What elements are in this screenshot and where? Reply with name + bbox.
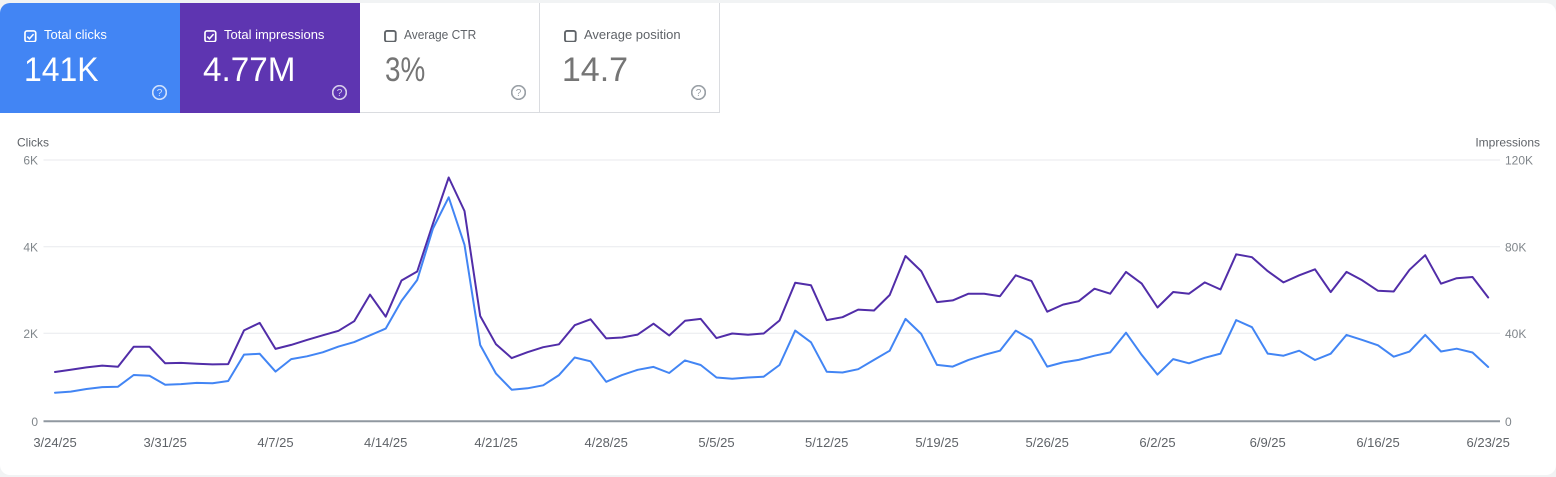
svg-text:Clicks: Clicks — [17, 136, 49, 150]
svg-text:6K: 6K — [23, 154, 38, 168]
svg-text:2K: 2K — [23, 327, 38, 341]
svg-text:5/19/25: 5/19/25 — [915, 435, 958, 450]
svg-text:6/2/25: 6/2/25 — [1139, 435, 1175, 450]
svg-text:4K: 4K — [23, 240, 38, 254]
svg-text:3/24/25: 3/24/25 — [33, 435, 76, 450]
svg-text:?: ? — [695, 88, 701, 99]
svg-text:6/9/25: 6/9/25 — [1250, 435, 1286, 450]
svg-text:4/7/25: 4/7/25 — [257, 435, 293, 450]
svg-text:4/21/25: 4/21/25 — [474, 435, 517, 450]
svg-text:6/23/25: 6/23/25 — [1467, 435, 1510, 450]
svg-text:80K: 80K — [1505, 240, 1526, 254]
svg-text:4/14/25: 4/14/25 — [364, 435, 407, 450]
svg-text:5/5/25: 5/5/25 — [698, 435, 734, 450]
svg-text:0: 0 — [31, 415, 38, 429]
svg-text:120K: 120K — [1505, 154, 1533, 168]
svg-text:0: 0 — [1505, 415, 1512, 429]
svg-text:?: ? — [336, 88, 342, 99]
svg-text:Impressions: Impressions — [1475, 136, 1540, 150]
svg-text:3/31/25: 3/31/25 — [144, 435, 187, 450]
svg-text:6/16/25: 6/16/25 — [1356, 435, 1399, 450]
svg-text:4/28/25: 4/28/25 — [585, 435, 628, 450]
svg-text:40K: 40K — [1505, 327, 1526, 341]
svg-text:5/26/25: 5/26/25 — [1026, 435, 1069, 450]
svg-text:5/12/25: 5/12/25 — [805, 435, 848, 450]
svg-text:?: ? — [515, 88, 521, 99]
svg-text:?: ? — [156, 88, 162, 99]
